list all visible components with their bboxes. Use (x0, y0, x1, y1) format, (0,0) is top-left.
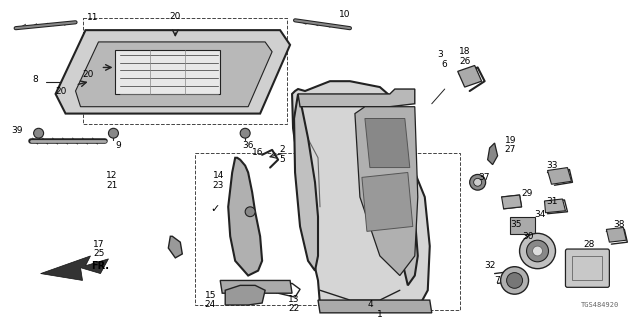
Polygon shape (168, 236, 182, 258)
Circle shape (527, 240, 548, 262)
Text: 2: 2 (280, 145, 285, 154)
Text: 22: 22 (289, 304, 300, 313)
Text: ✓: ✓ (211, 204, 220, 214)
Text: 32: 32 (484, 261, 495, 270)
Text: 4: 4 (367, 300, 372, 309)
Text: FR.: FR. (92, 261, 109, 271)
Circle shape (520, 233, 556, 269)
Text: 8: 8 (33, 75, 38, 84)
Text: 5: 5 (279, 155, 285, 164)
FancyBboxPatch shape (566, 249, 609, 287)
Text: 33: 33 (547, 161, 558, 170)
Circle shape (532, 246, 543, 256)
Text: 38: 38 (614, 220, 625, 229)
Circle shape (507, 273, 522, 288)
Text: 15: 15 (205, 291, 216, 300)
Text: 16: 16 (252, 148, 264, 157)
Polygon shape (355, 107, 418, 276)
Text: 27: 27 (504, 145, 516, 154)
Polygon shape (228, 158, 262, 276)
Circle shape (474, 178, 482, 186)
Bar (83, 18, 287, 124)
Text: 13: 13 (288, 295, 300, 304)
Text: 19: 19 (504, 136, 516, 145)
Circle shape (470, 174, 486, 190)
Text: 37: 37 (478, 173, 490, 182)
Text: 9: 9 (116, 141, 122, 150)
Polygon shape (298, 89, 415, 107)
Polygon shape (225, 285, 265, 305)
Text: 12: 12 (106, 171, 118, 180)
Text: 24: 24 (205, 300, 216, 309)
Text: 11: 11 (87, 13, 99, 22)
Polygon shape (545, 199, 566, 213)
Text: 25: 25 (93, 250, 104, 259)
Polygon shape (502, 195, 522, 209)
Text: 28: 28 (584, 240, 595, 249)
Text: 21: 21 (106, 181, 118, 190)
Polygon shape (365, 118, 410, 168)
Text: 20: 20 (83, 70, 94, 79)
Text: 34: 34 (534, 210, 545, 219)
Bar (509, 217, 534, 234)
Text: 23: 23 (212, 181, 224, 190)
Polygon shape (606, 228, 627, 242)
Polygon shape (458, 66, 482, 87)
Text: 1: 1 (377, 310, 383, 319)
Text: 39: 39 (11, 126, 22, 135)
Polygon shape (220, 280, 292, 293)
Polygon shape (547, 168, 572, 184)
Text: 36: 36 (243, 141, 254, 150)
Text: 10: 10 (339, 10, 351, 19)
Polygon shape (488, 143, 498, 164)
Polygon shape (318, 300, 432, 313)
Circle shape (245, 207, 255, 217)
Text: 20: 20 (55, 87, 67, 97)
Text: 26: 26 (459, 57, 470, 66)
Polygon shape (56, 30, 290, 114)
Bar (572, 256, 602, 280)
Circle shape (34, 128, 44, 138)
Text: 20: 20 (170, 12, 181, 21)
Polygon shape (294, 94, 318, 271)
Polygon shape (76, 42, 272, 107)
Text: 18: 18 (459, 47, 470, 56)
Text: 3: 3 (437, 50, 443, 59)
Polygon shape (115, 50, 220, 94)
Text: 29: 29 (521, 188, 532, 197)
Polygon shape (362, 172, 413, 231)
Circle shape (500, 267, 529, 294)
Polygon shape (40, 256, 108, 280)
Text: 17: 17 (93, 240, 104, 249)
Text: TGS484920: TGS484920 (581, 302, 620, 308)
Bar (195, 153, 360, 305)
Polygon shape (385, 94, 418, 285)
Text: 31: 31 (547, 197, 558, 206)
Bar (340, 153, 460, 310)
Text: 6: 6 (442, 60, 447, 69)
Text: 7: 7 (493, 276, 499, 285)
Circle shape (240, 128, 250, 138)
Text: 14: 14 (212, 171, 224, 180)
Polygon shape (292, 81, 430, 305)
Text: 35: 35 (510, 220, 522, 229)
Text: 30: 30 (522, 232, 533, 241)
Circle shape (108, 128, 118, 138)
